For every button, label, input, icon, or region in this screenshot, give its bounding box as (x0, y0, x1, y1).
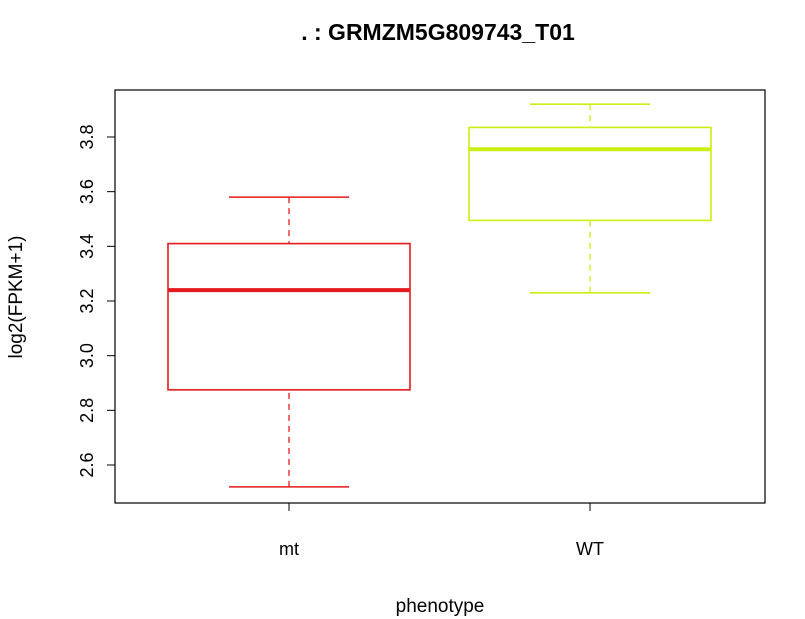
y-axis: 2.6 2.8 3.0 3.2 3.4 3.6 3.8 (77, 124, 116, 478)
y-tick-label: 2.6 (77, 452, 97, 477)
chart-title: . : GRMZM5G809743_T01 (301, 19, 575, 45)
box-mt (167, 196, 411, 488)
y-tick-label: 3.0 (77, 343, 97, 368)
iqr-box (167, 242, 411, 391)
x-axis-label: phenotype (396, 596, 485, 617)
y-tick-label: 2.8 (77, 398, 97, 423)
x-tick-label: mt (279, 539, 299, 559)
x-tick-label: WT (576, 539, 604, 559)
y-axis-label: log2(FPKM+1) (6, 235, 27, 358)
box-series (167, 103, 712, 488)
y-tick-label: 3.6 (77, 179, 97, 204)
plot-frame (114, 89, 766, 504)
y-tick-label: 3.2 (77, 288, 97, 313)
x-axis: mt WT (279, 502, 604, 559)
iqr-box (468, 126, 712, 222)
box-WT (468, 103, 712, 294)
y-tick-label: 3.8 (77, 124, 97, 149)
y-tick-label: 3.4 (77, 234, 97, 259)
